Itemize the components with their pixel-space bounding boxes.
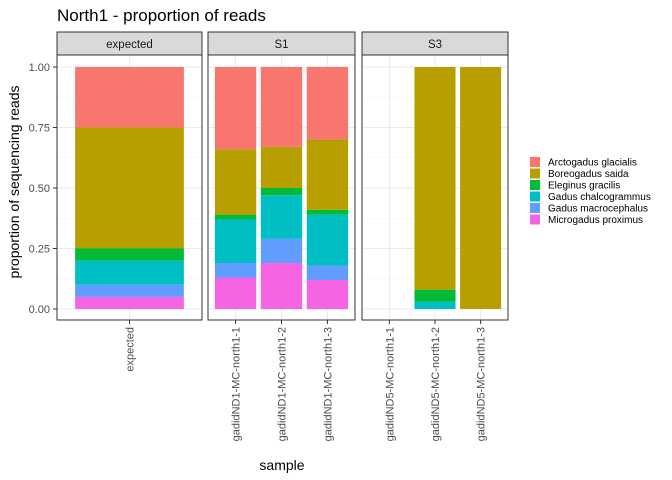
facet-strip-label: S3: [428, 39, 442, 51]
bar-segment: [75, 127, 184, 249]
bar-segment: [75, 296, 184, 309]
bar-segment: [414, 301, 456, 309]
y-tick-label: 0.50: [29, 183, 50, 195]
bar-segment: [214, 277, 257, 309]
y-tick-label: 1.00: [29, 62, 50, 74]
bar-segment: [306, 214, 349, 266]
bar-segment: [214, 214, 257, 220]
x-tick-label: gadidND5-MC-north1-3: [476, 327, 488, 441]
facet-panel-s3: S3 gadidND5-MC-north1-1 gadidND5-MC-north1…: [361, 31, 509, 441]
bar-segment: [260, 146, 303, 188]
legend-label: Arctogadus glacialis: [548, 158, 637, 169]
bar-segment: [260, 263, 303, 309]
legend-item: Eleginus gracilis: [530, 180, 620, 192]
y-axis: 0.00 0.25 0.50 0.75 1.00: [29, 62, 57, 316]
legend-item: Gadus chalcogrammus: [530, 191, 651, 203]
legend-label: Boreogadus saida: [548, 169, 629, 180]
x-axis-label: sample: [259, 457, 304, 473]
legend-item: Microgadus proximus: [530, 214, 643, 226]
panel-border: [361, 54, 509, 321]
bar-segment: [75, 284, 184, 297]
legend-swatch: [530, 157, 540, 167]
bar-segment: [214, 263, 257, 278]
x-tick-label: gadidND1-MC-north1-1: [231, 327, 243, 441]
legend-label: Eleginus gracilis: [548, 181, 620, 192]
bar-segment: [75, 248, 184, 261]
bar-segment: [306, 139, 349, 210]
x-tick-label: gadidND5-MC-north1-2: [430, 327, 442, 441]
bar-segment: [260, 188, 303, 196]
bar-segment: [306, 209, 349, 215]
bar-segment: [214, 67, 257, 150]
bar-segment: [460, 67, 502, 309]
facet-panel-s1: S1 gadidND1-MC-north1-1 gadidND1-MC-north1…: [207, 31, 356, 441]
y-tick-label: 0.75: [29, 123, 50, 135]
y-axis-label: proportion of sequencing reads: [6, 85, 22, 278]
chart-title: North1 - proportion of reads: [57, 6, 266, 25]
x-tick-label: gadidND5-MC-north1-1: [384, 327, 396, 441]
bar-segment: [75, 260, 184, 285]
legend-item: Gadus macrocephalus: [530, 203, 648, 215]
legend-label: Gadus macrocephalus: [548, 204, 648, 215]
legend-swatch: [530, 168, 540, 179]
legend-item: Arctogadus glacialis: [530, 157, 637, 169]
bar-segment: [306, 279, 349, 309]
x-tick-label: gadidND1-MC-north1-3: [322, 327, 334, 441]
y-tick-label: 0.25: [29, 244, 50, 256]
bar-segment: [306, 67, 349, 140]
facet-panel-expected: expected expected: [56, 31, 203, 372]
legend-label: Microgadus proximus: [548, 215, 643, 226]
legend-item: Boreogadus saida: [530, 168, 629, 180]
bar-segment: [414, 289, 456, 302]
facet-strip-label: S1: [274, 39, 288, 51]
bar-segment: [306, 265, 349, 280]
bar-segment: [260, 195, 303, 239]
legend-swatch: [530, 180, 540, 190]
bar-segment: [214, 149, 257, 215]
legend-swatch: [530, 214, 540, 225]
x-tick-label: expected: [125, 327, 137, 372]
bar-segment: [414, 67, 456, 290]
bar-segment: [260, 67, 303, 147]
x-tick-label: gadidND1-MC-north1-2: [277, 327, 289, 441]
facet-panels: expected expected S1 gadidND1-MC-north1-1 ga…: [56, 31, 509, 441]
panel-border: [207, 54, 356, 321]
bar-segment: [260, 238, 303, 264]
facet-strip-label: expected: [106, 39, 153, 51]
bar-segment: [214, 219, 257, 264]
bar-segment: [75, 67, 184, 128]
legend-label: Gadus chalcogrammus: [548, 192, 651, 203]
legend-swatch: [530, 203, 540, 213]
y-tick-label: 0.00: [29, 304, 50, 316]
legend-swatch: [530, 191, 540, 202]
